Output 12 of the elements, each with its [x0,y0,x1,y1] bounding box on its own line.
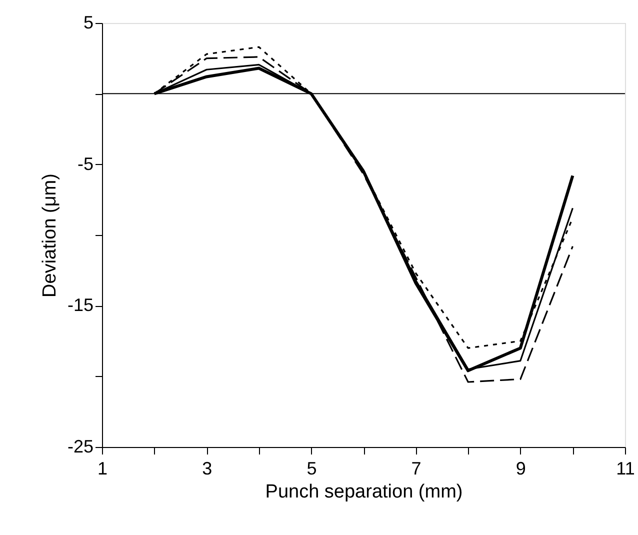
x-tick-label: 9 [516,458,526,478]
x-tick-label: 3 [202,458,212,478]
x-tick-label: 7 [411,458,422,478]
x-tick-label: 1 [97,458,108,478]
x-axis-title: Punch separation (mm) [265,482,463,502]
y-axis-title: Deviation (μm) [39,174,60,298]
x-tick-label: 5 [306,458,317,478]
y-tick-label: -5 [77,154,94,174]
y-tick-label: -15 [67,295,94,316]
y-tick-label: -25 [67,436,94,456]
x-tick-label: 11 [616,458,635,478]
y-tick-label: 5 [83,12,94,32]
